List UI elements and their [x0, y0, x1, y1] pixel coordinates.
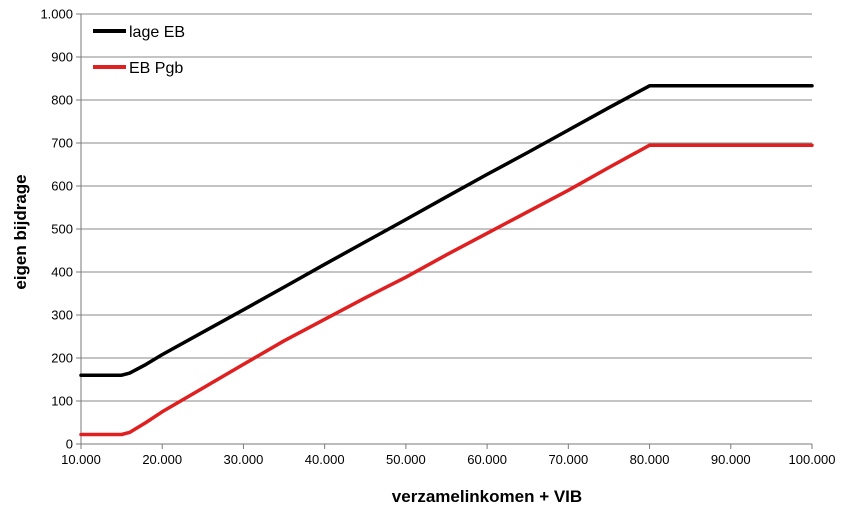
- x-tick-label-4: 50.000: [386, 452, 426, 467]
- x-tick-label-1: 20.000: [142, 452, 182, 467]
- y-tick-label-1: 100: [51, 394, 73, 409]
- x-tick-label-3: 40.000: [305, 452, 345, 467]
- y-tick-label-6: 600: [51, 179, 73, 194]
- y-tick-labels: 0 100 200 300 400 500 600 700 800 900 1.000: [40, 7, 73, 452]
- x-tick-label-5: 60.000: [467, 452, 507, 467]
- series-lines: [79, 84, 814, 437]
- x-tick-label-8: 90.000: [711, 452, 751, 467]
- series-line-eb-pgb: [79, 143, 814, 437]
- x-tick-label-6: 70.000: [548, 452, 588, 467]
- y-tick-label-9: 900: [51, 50, 73, 65]
- legend-label-lage-eb: lage EB: [129, 24, 185, 41]
- grid-lines: [81, 13, 812, 402]
- y-tick-label-7: 700: [51, 136, 73, 151]
- y-tick-label-10: 1.000: [40, 7, 73, 22]
- y-tick-label-4: 400: [51, 265, 73, 280]
- x-tick-label-9: 100.000: [789, 452, 836, 467]
- x-tick-labels: 10.000 20.000 30.000 40.000 50.000 60.000 70.0…: [61, 452, 835, 467]
- y-tick-label-2: 200: [51, 351, 73, 366]
- legend-label-eb-pgb: EB Pgb: [129, 60, 183, 77]
- y-tick-label-8: 800: [51, 93, 73, 108]
- series-line-lage-eb: [79, 84, 814, 377]
- x-axis-title: verzamelinkomen + VIB: [392, 487, 582, 506]
- x-tick-label-7: 80.000: [630, 452, 670, 467]
- legend: lage EB EB Pgb: [93, 24, 185, 77]
- axes: [76, 13, 813, 449]
- y-tick-label-5: 500: [51, 222, 73, 237]
- y-tick-label-0: 0: [66, 437, 73, 452]
- y-tick-label-3: 300: [51, 308, 73, 323]
- y-axis-title: eigen bijdrage: [11, 174, 30, 289]
- x-tick-label-2: 30.000: [224, 452, 264, 467]
- x-tick-label-0: 10.000: [61, 452, 101, 467]
